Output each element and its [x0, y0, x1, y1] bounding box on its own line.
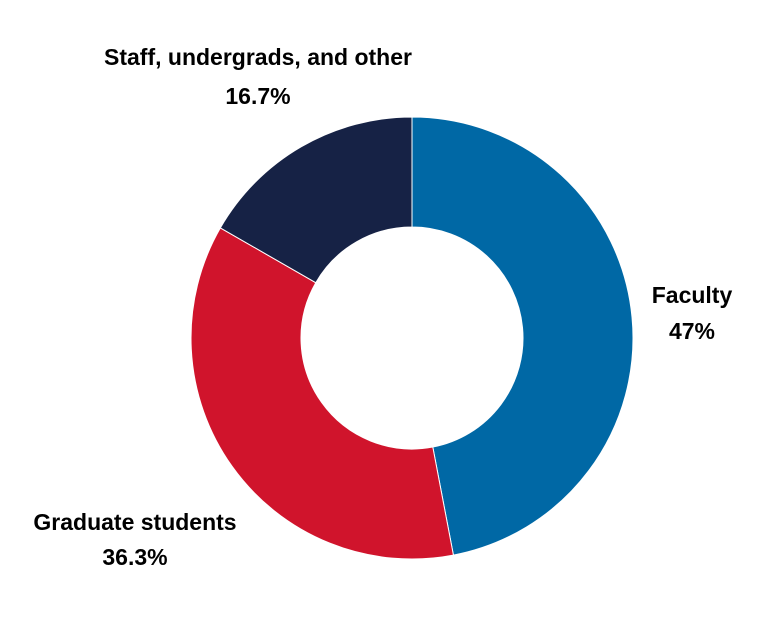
- donut-slices: [190, 116, 634, 560]
- label-faculty-value: 47%: [669, 318, 715, 344]
- slice-faculty: [411, 116, 634, 556]
- label-staff-undergrads-other-name: Staff, undergrads, and other: [104, 44, 412, 70]
- label-faculty-name: Faculty: [652, 282, 733, 308]
- label-staff-undergrads-other-value: 16.7%: [225, 83, 290, 109]
- slice-graduate-students: [190, 227, 454, 560]
- label-graduate-students-name: Graduate students: [33, 509, 236, 535]
- slice-staff-undergrads-other: [219, 116, 413, 284]
- label-graduate-students-value: 36.3%: [102, 544, 167, 570]
